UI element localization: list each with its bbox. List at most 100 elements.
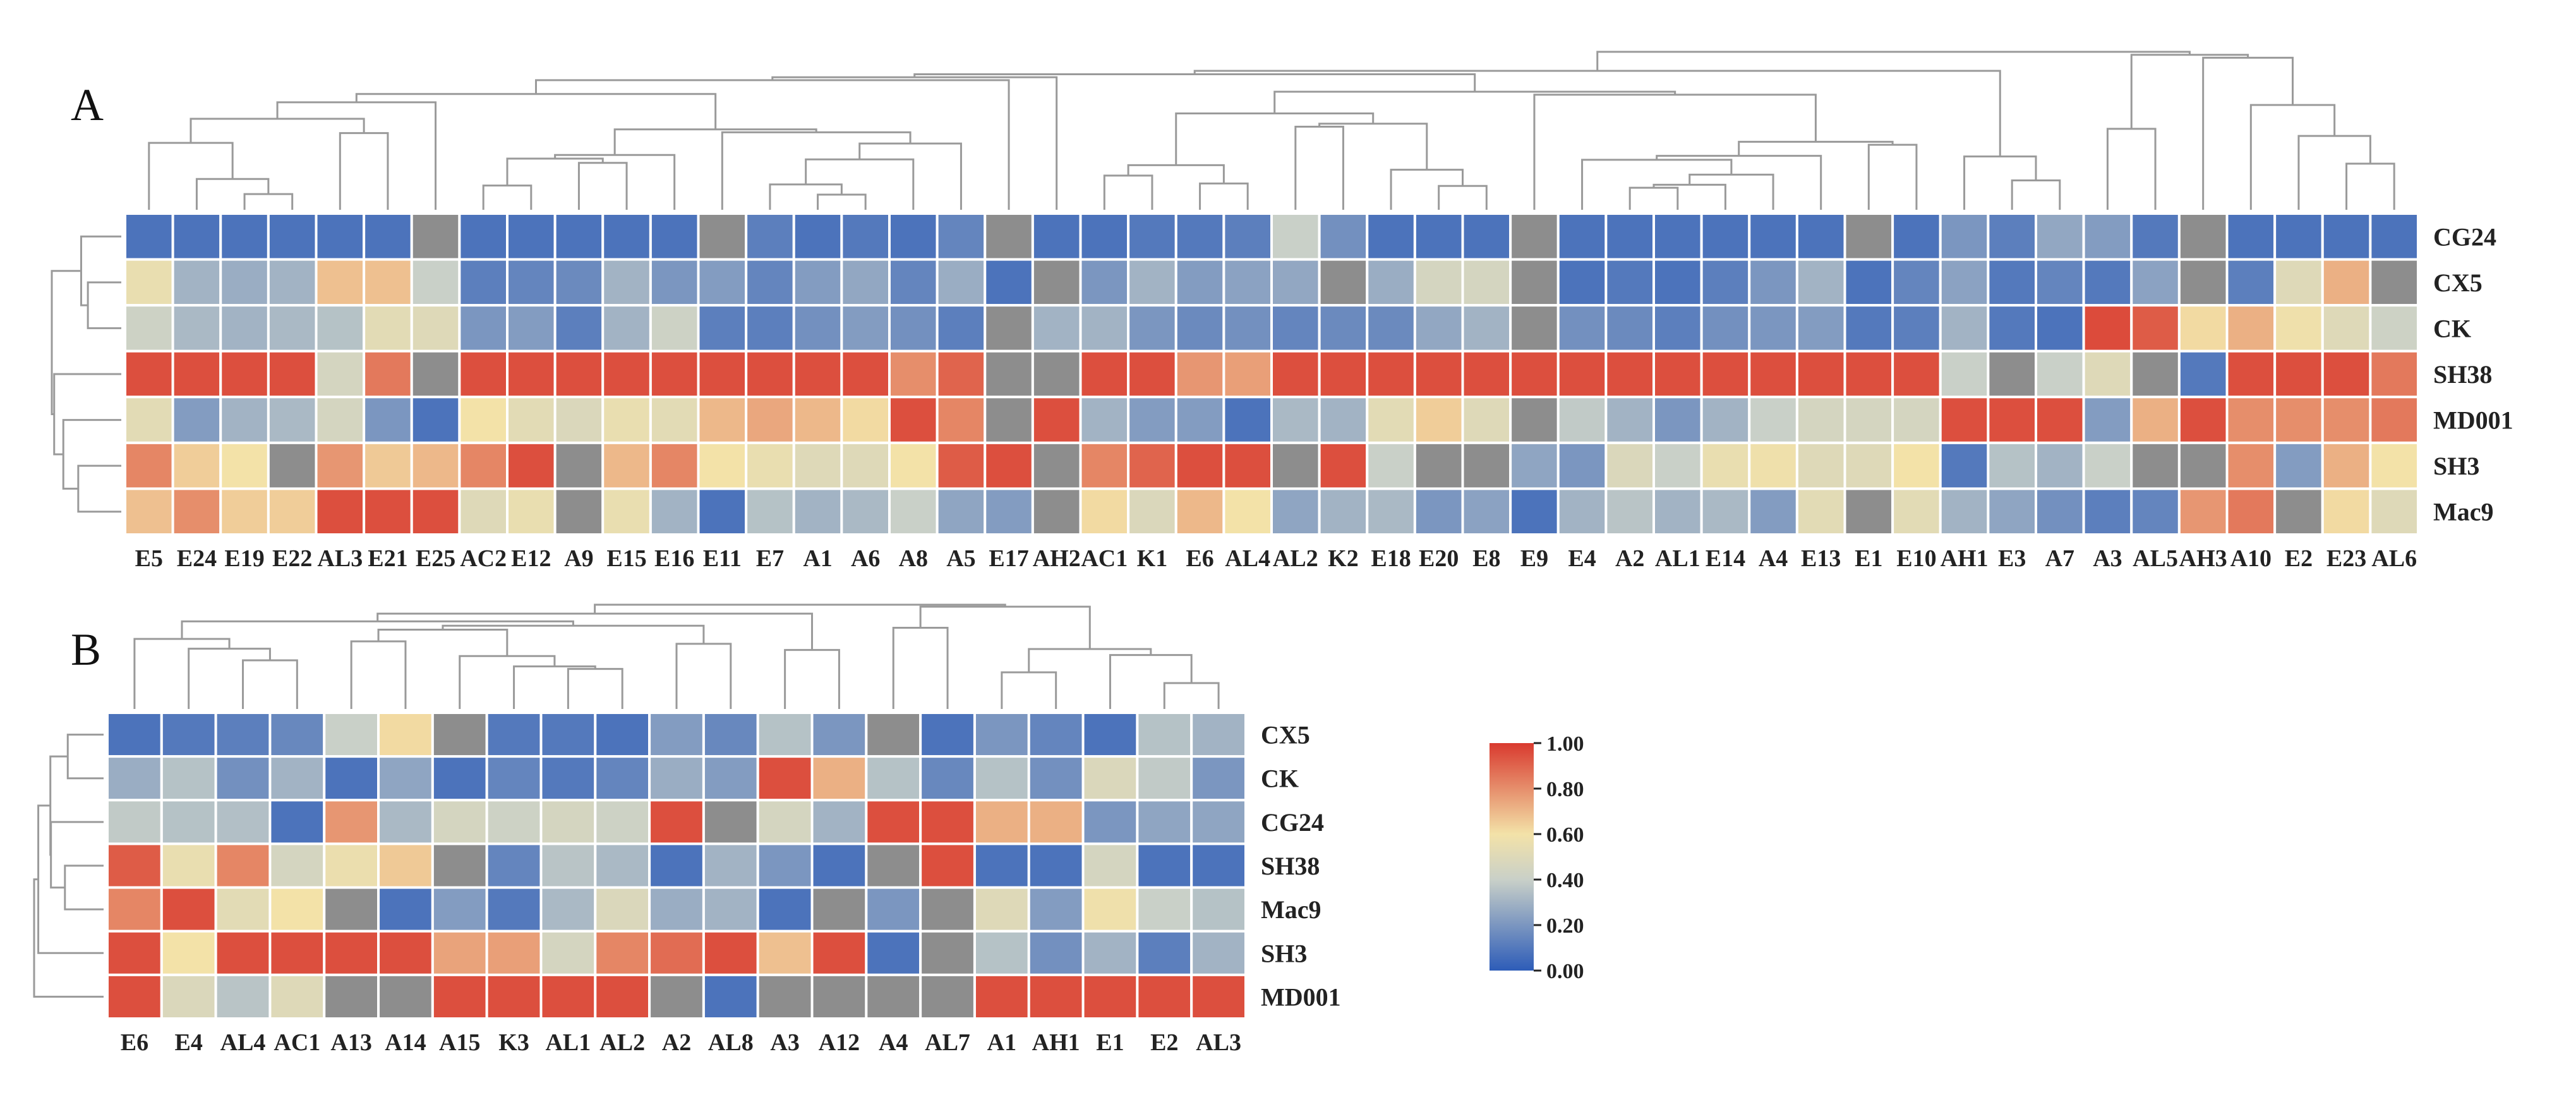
heatmap-cell-CX5-E18 bbox=[1366, 258, 1416, 307]
heatmap-cell-CG24-E13 bbox=[1795, 212, 1846, 261]
dendrogram-link bbox=[2011, 179, 2061, 210]
heatmap-cell-MD001-E23 bbox=[2321, 396, 2372, 444]
heatmap-cell-MD001-AL6 bbox=[2369, 396, 2419, 444]
dendrogram-link bbox=[1688, 173, 1774, 210]
row-label: CG24 bbox=[2433, 222, 2496, 251]
heatmap-cell-SH3-AH1 bbox=[1027, 929, 1085, 976]
heatmap-cell-MD001-A12 bbox=[810, 973, 868, 1020]
heatmap-cell-CG24-E6 bbox=[1174, 212, 1225, 261]
heatmap-cell-Mac9-AC1 bbox=[1079, 487, 1130, 536]
heatmap-cell-SH3-A5 bbox=[936, 441, 987, 490]
heatmap-cell-MD001-A10 bbox=[2225, 396, 2277, 444]
heatmap-cell-CG24-A7 bbox=[2035, 212, 2085, 261]
heatmap-cell-SH3-E6 bbox=[106, 929, 163, 976]
heatmap-cell-MD001-E10 bbox=[1891, 396, 1942, 444]
heatmap-cell-SH38-AL4 bbox=[214, 842, 272, 889]
heatmap-cell-Mac9-K3 bbox=[485, 886, 543, 933]
heatmap-cell-CG24-E12 bbox=[506, 212, 557, 261]
panel-a-row-dendrogram bbox=[51, 235, 121, 513]
column-label: A1 bbox=[803, 545, 832, 572]
dendrogram-link bbox=[769, 183, 843, 210]
heatmap-cell-CG24-E19 bbox=[219, 212, 270, 261]
column-label: K2 bbox=[1328, 545, 1359, 572]
dendrogram-link bbox=[1318, 123, 1428, 170]
heatmap-cell-CX5-E16 bbox=[649, 258, 700, 307]
heatmap-cell-CK-E3 bbox=[1987, 304, 2037, 353]
dendrogram-link bbox=[2130, 54, 2249, 129]
heatmap-cell-SH38-E5 bbox=[124, 349, 174, 399]
heatmap-cell-SH3-K3 bbox=[485, 929, 543, 976]
dendrogram-link bbox=[148, 142, 234, 210]
heatmap-cell-SH3-A7 bbox=[2035, 441, 2085, 490]
heatmap-cell-CK-E19 bbox=[219, 304, 270, 353]
heatmap-cell-CK-AL4 bbox=[1222, 304, 1273, 353]
heatmap-cell-CG24-AL2 bbox=[594, 799, 651, 845]
column-label: A4 bbox=[1759, 545, 1788, 572]
colorbar-tick-label: 0.00 bbox=[1546, 960, 1584, 983]
heatmap-cell-MD001-A6 bbox=[840, 396, 891, 444]
heatmap-cell-MD001-AL7 bbox=[919, 973, 976, 1020]
heatmap-cell-Mac9-K2 bbox=[1318, 487, 1369, 536]
heatmap-cell-SH38-A2 bbox=[1604, 349, 1655, 399]
heatmap-cell-SH3-A2 bbox=[648, 929, 705, 976]
dendrogram-link bbox=[133, 638, 231, 709]
heatmap-cell-SH3-E2 bbox=[1136, 929, 1193, 976]
colorbar-tick-label: 0.80 bbox=[1546, 778, 1584, 801]
column-label: E21 bbox=[368, 545, 407, 572]
heatmap-cell-CK-E16 bbox=[649, 304, 700, 353]
heatmap-cell-SH3-E14 bbox=[1700, 441, 1751, 490]
heatmap-cell-SH38-E16 bbox=[649, 349, 700, 399]
dendrogram-link bbox=[49, 755, 68, 856]
heatmap-cell-CG24-E6 bbox=[106, 799, 163, 845]
heatmap-cell-CK-K2 bbox=[1318, 304, 1369, 353]
heatmap-cell-CK-K1 bbox=[1127, 304, 1177, 353]
heatmap-cell-CX5-AL1 bbox=[1652, 258, 1703, 307]
heatmap-cell-SH3-AL2 bbox=[1270, 441, 1321, 490]
heatmap-cell-SH3-A1 bbox=[973, 929, 1030, 976]
dendrogram-link bbox=[376, 612, 814, 650]
heatmap-cell-CX5-AH3 bbox=[2177, 258, 2229, 307]
column-label: E15 bbox=[606, 545, 646, 572]
heatmap-cell-SH3-K2 bbox=[1318, 441, 1369, 490]
row-label: CG24 bbox=[1261, 808, 1324, 837]
heatmap-cell-SH38-E17 bbox=[984, 349, 1034, 399]
dendrogram-link bbox=[2249, 104, 2336, 210]
heatmap-cell-CG24-E1 bbox=[1843, 212, 1894, 261]
heatmap-cell-CK-E22 bbox=[267, 304, 318, 353]
heatmap-cell-Mac9-AC2 bbox=[458, 487, 509, 536]
heatmap-cell-CG24-A8 bbox=[888, 212, 939, 261]
heatmap-cell-MD001-K1 bbox=[1127, 396, 1177, 444]
heatmap-cell-SH3-AH2 bbox=[1031, 441, 1082, 490]
heatmap-cell-MD001-AC1 bbox=[268, 973, 326, 1020]
heatmap-cell-CK-AC1 bbox=[1079, 304, 1130, 353]
heatmap-cell-CK-E21 bbox=[363, 304, 413, 353]
heatmap-cell-MD001-E15 bbox=[601, 396, 652, 444]
dendrogram-link bbox=[50, 821, 104, 889]
heatmap-cell-SH38-E10 bbox=[1891, 349, 1942, 399]
panel-b-heatmap bbox=[106, 711, 1247, 1020]
heatmap-cell-SH3-AL3 bbox=[1190, 929, 1247, 976]
heatmap-cell-CK-E24 bbox=[171, 304, 222, 353]
colorbar-tick-label: 0.20 bbox=[1546, 914, 1584, 938]
heatmap-cell-MD001-AH1 bbox=[1939, 396, 1990, 444]
heatmap-cell-CK-A1 bbox=[792, 304, 843, 353]
heatmap-cell-SH3-E4 bbox=[160, 929, 217, 976]
heatmap-cell-CG24-AH1 bbox=[1939, 212, 1990, 261]
heatmap-cell-CX5-E11 bbox=[697, 258, 748, 307]
heatmap-cell-Mac9-E2 bbox=[1136, 886, 1193, 933]
column-label: E6 bbox=[1186, 545, 1213, 572]
heatmap-cell-SH38-AL8 bbox=[702, 842, 759, 889]
heatmap-cell-SH3-E11 bbox=[697, 441, 748, 490]
column-label: A8 bbox=[899, 545, 928, 572]
panel-a-label: A bbox=[71, 80, 104, 130]
heatmap-cell-CK-AL1 bbox=[539, 755, 597, 802]
heatmap-cell-CX5-E4 bbox=[160, 711, 217, 758]
heatmap-cell-SH3-AL6 bbox=[2369, 441, 2419, 490]
heatmap-cell-SH38-A13 bbox=[323, 842, 380, 889]
heatmap-cell-SH3-E1 bbox=[1081, 929, 1139, 976]
heatmap-cell-CX5-AL5 bbox=[2130, 258, 2181, 307]
row-label: CK bbox=[1261, 765, 1299, 793]
row-label: Mac9 bbox=[1261, 895, 1321, 924]
column-label: AL5 bbox=[2133, 545, 2178, 572]
heatmap-cell-SH38-E24 bbox=[171, 349, 222, 399]
